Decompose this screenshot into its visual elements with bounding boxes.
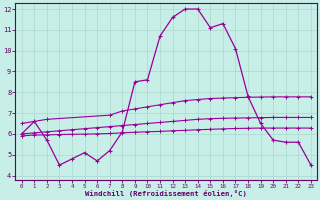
X-axis label: Windchill (Refroidissement éolien,°C): Windchill (Refroidissement éolien,°C) [85, 190, 247, 197]
